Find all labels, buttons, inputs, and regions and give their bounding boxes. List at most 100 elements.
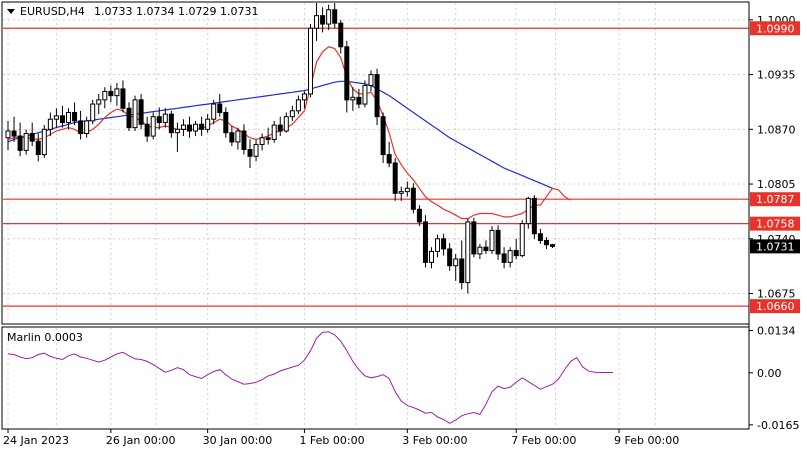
candle-body <box>132 99 138 129</box>
candle-body <box>332 9 338 24</box>
level-price-label: 1.0787 <box>756 193 795 206</box>
candle <box>289 105 295 121</box>
candle <box>398 186 404 201</box>
slow-ma-line <box>7 80 553 189</box>
candle <box>368 70 374 92</box>
candle <box>501 247 507 269</box>
candle-body <box>229 132 235 143</box>
candle-body <box>126 107 132 129</box>
candle-body <box>338 22 344 48</box>
candles <box>5 3 555 294</box>
candle-body <box>356 96 362 105</box>
candle-body <box>435 238 441 252</box>
candle-body <box>326 9 332 25</box>
candle <box>174 122 180 153</box>
candle-body <box>277 124 283 132</box>
candle-body <box>114 88 120 97</box>
candle <box>180 119 186 137</box>
candle-body <box>53 115 59 120</box>
candle <box>507 247 513 268</box>
candle-body <box>193 123 199 132</box>
candle <box>114 83 120 106</box>
candle-body <box>550 244 555 247</box>
candle <box>429 247 434 269</box>
candle <box>41 125 47 158</box>
candle <box>543 237 549 249</box>
candle-body <box>5 130 11 139</box>
candle-body <box>314 15 320 29</box>
candle-body <box>253 143 259 157</box>
candle-body <box>84 120 90 135</box>
candle <box>320 7 326 33</box>
candle <box>326 4 332 30</box>
candle-body <box>301 93 307 101</box>
candle-body <box>174 128 180 134</box>
candle <box>5 120 11 151</box>
candle-body <box>531 197 537 235</box>
candle-body <box>362 85 368 105</box>
candle-body <box>96 99 102 105</box>
candle <box>410 183 416 214</box>
candle-body <box>108 90 114 97</box>
candle <box>108 85 114 103</box>
candle <box>416 205 422 227</box>
candle <box>235 127 241 150</box>
candle <box>47 112 53 137</box>
candle <box>495 225 501 260</box>
candle <box>120 80 126 113</box>
candle <box>253 139 259 162</box>
candle <box>453 253 459 281</box>
candle <box>301 91 307 109</box>
candle-body <box>217 103 223 113</box>
candle-body <box>308 27 313 95</box>
candle-body <box>17 135 23 151</box>
candle-body <box>223 111 229 134</box>
candle <box>435 234 441 258</box>
candle <box>386 141 392 168</box>
candle-body <box>29 133 35 142</box>
candle <box>471 217 477 258</box>
candle <box>422 215 428 268</box>
candle-body <box>66 111 71 124</box>
candle-body <box>380 116 386 156</box>
candle-body <box>289 110 295 118</box>
oscillator-panel-frame <box>1 326 750 430</box>
marlin-oscillator-line <box>7 331 613 424</box>
candle <box>344 40 350 113</box>
candle <box>513 238 519 259</box>
candle <box>525 196 531 229</box>
candle-body <box>350 96 356 101</box>
candle-body <box>453 258 459 267</box>
level-price-box <box>750 21 800 36</box>
symbol-label: EURUSD,H4 <box>20 5 85 18</box>
candle-body <box>205 118 211 130</box>
price-tick-label: 1.0935 <box>757 69 796 82</box>
x-tick-label: 3 Feb 00:00 <box>402 434 467 447</box>
candle <box>193 120 199 137</box>
candle-body <box>398 191 404 194</box>
candle-body <box>429 250 434 263</box>
candle-body <box>35 140 41 156</box>
candle-body <box>138 99 144 125</box>
candle <box>187 116 192 138</box>
candle <box>308 24 313 98</box>
candle-body <box>295 99 301 112</box>
candle-body <box>489 229 495 252</box>
candle <box>72 102 78 126</box>
candle <box>59 105 65 128</box>
candle-body <box>259 137 265 145</box>
candle <box>102 87 108 109</box>
candle <box>477 243 483 259</box>
candle <box>531 195 537 239</box>
level-price-box <box>750 192 800 207</box>
dropdown-triangle-icon[interactable] <box>7 9 15 14</box>
osc-tick-label: -0.0165 <box>757 419 799 432</box>
level-price-box <box>750 299 800 314</box>
candle-body <box>156 116 162 124</box>
candle <box>550 243 555 249</box>
candle <box>362 80 368 108</box>
oscillator-line <box>7 331 613 424</box>
candle-body <box>441 238 447 250</box>
candle <box>205 114 211 133</box>
